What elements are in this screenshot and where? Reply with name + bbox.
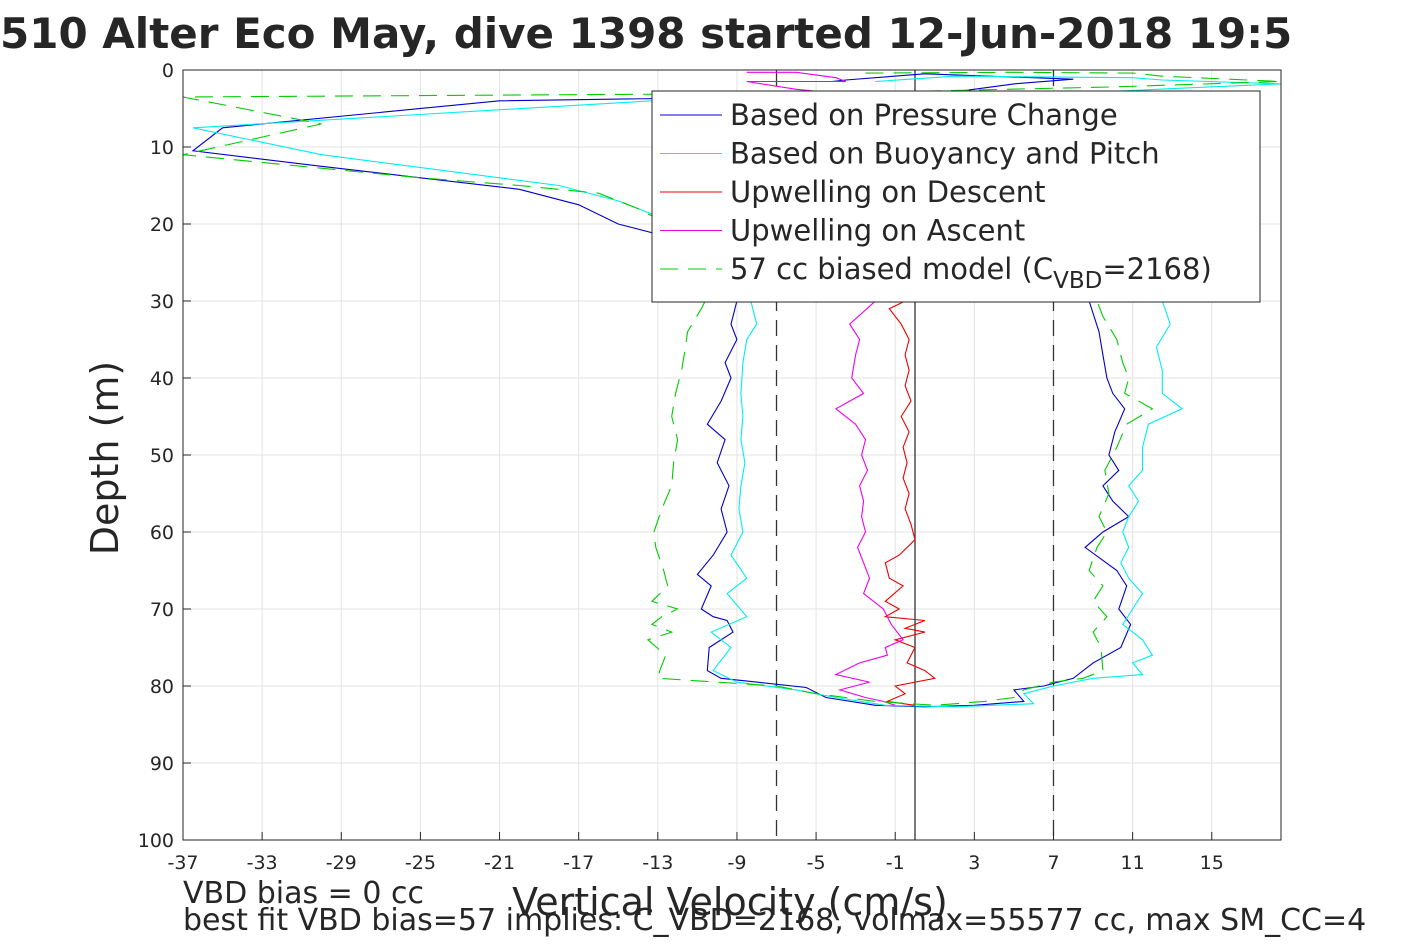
y-axis-label: Depth (m) [83,361,127,556]
y-axis-ticks: 0 10 20 30 40 50 60 70 80 90 100 [138,60,191,852]
x-tick-label: -17 [563,852,594,874]
legend-label-3: Upwelling on Ascent [730,214,1025,248]
y-tick-label: 50 [150,445,174,467]
y-tick-label: 0 [162,60,174,82]
x-tick-label: -33 [247,852,278,874]
y-tick-label: 40 [150,368,174,390]
y-tick-label: 90 [150,753,174,775]
x-tick-label: -5 [807,852,826,874]
x-tick-label: -25 [405,852,436,874]
x-tick-label: -37 [167,852,198,874]
legend-label-2: Upwelling on Descent [730,175,1046,209]
annotation-best-fit: best fit VBD bias=57 implies: C_VBD=2168… [183,903,1366,938]
chart-title: 510 Alter Eco May, dive 1398 started 12-… [0,9,1292,58]
x-tick-label: 11 [1121,852,1145,874]
legend-label-0: Based on Pressure Change [730,98,1118,132]
series-line-0 [191,73,1132,708]
x-tick-label: -13 [642,852,673,874]
legend-box [651,90,1261,303]
legend: Based on Pressure Change Based on Buoyanc… [651,90,1261,303]
series-line-2 [883,300,937,706]
y-tick-label: 60 [150,522,174,544]
x-tick-label: -21 [484,852,515,874]
x-tick-label: 15 [1200,852,1224,874]
x-tick-label: -29 [326,852,357,874]
y-tick-label: 80 [150,676,174,698]
x-axis-label: Vertical Velocity (cm/s) [512,880,948,924]
annotation-vbd-bias: VBD bias = 0 cc [183,876,424,911]
x-axis-ticks: -37 -33 -29 -25 -21 -17 -13 -9 -5 -1 3 7 11 15 [167,832,1224,874]
legend-label-4: 57 cc biased model (CVBD=2168) [730,252,1212,294]
series-line-1 [192,75,1281,708]
y-tick-label: 100 [138,830,174,852]
legend-label-1: Based on Buoyancy and Pitch [730,137,1160,171]
x-tick-label: 3 [968,852,980,874]
y-tick-label: 30 [150,291,174,313]
x-tick-label: 7 [1047,852,1059,874]
y-tick-label: 70 [150,599,174,621]
series-line-4 [183,71,1281,706]
x-tick-label: -1 [886,852,905,874]
x-tick-label: -9 [727,852,746,874]
y-tick-label: 10 [150,137,174,159]
y-tick-label: 20 [150,214,174,236]
